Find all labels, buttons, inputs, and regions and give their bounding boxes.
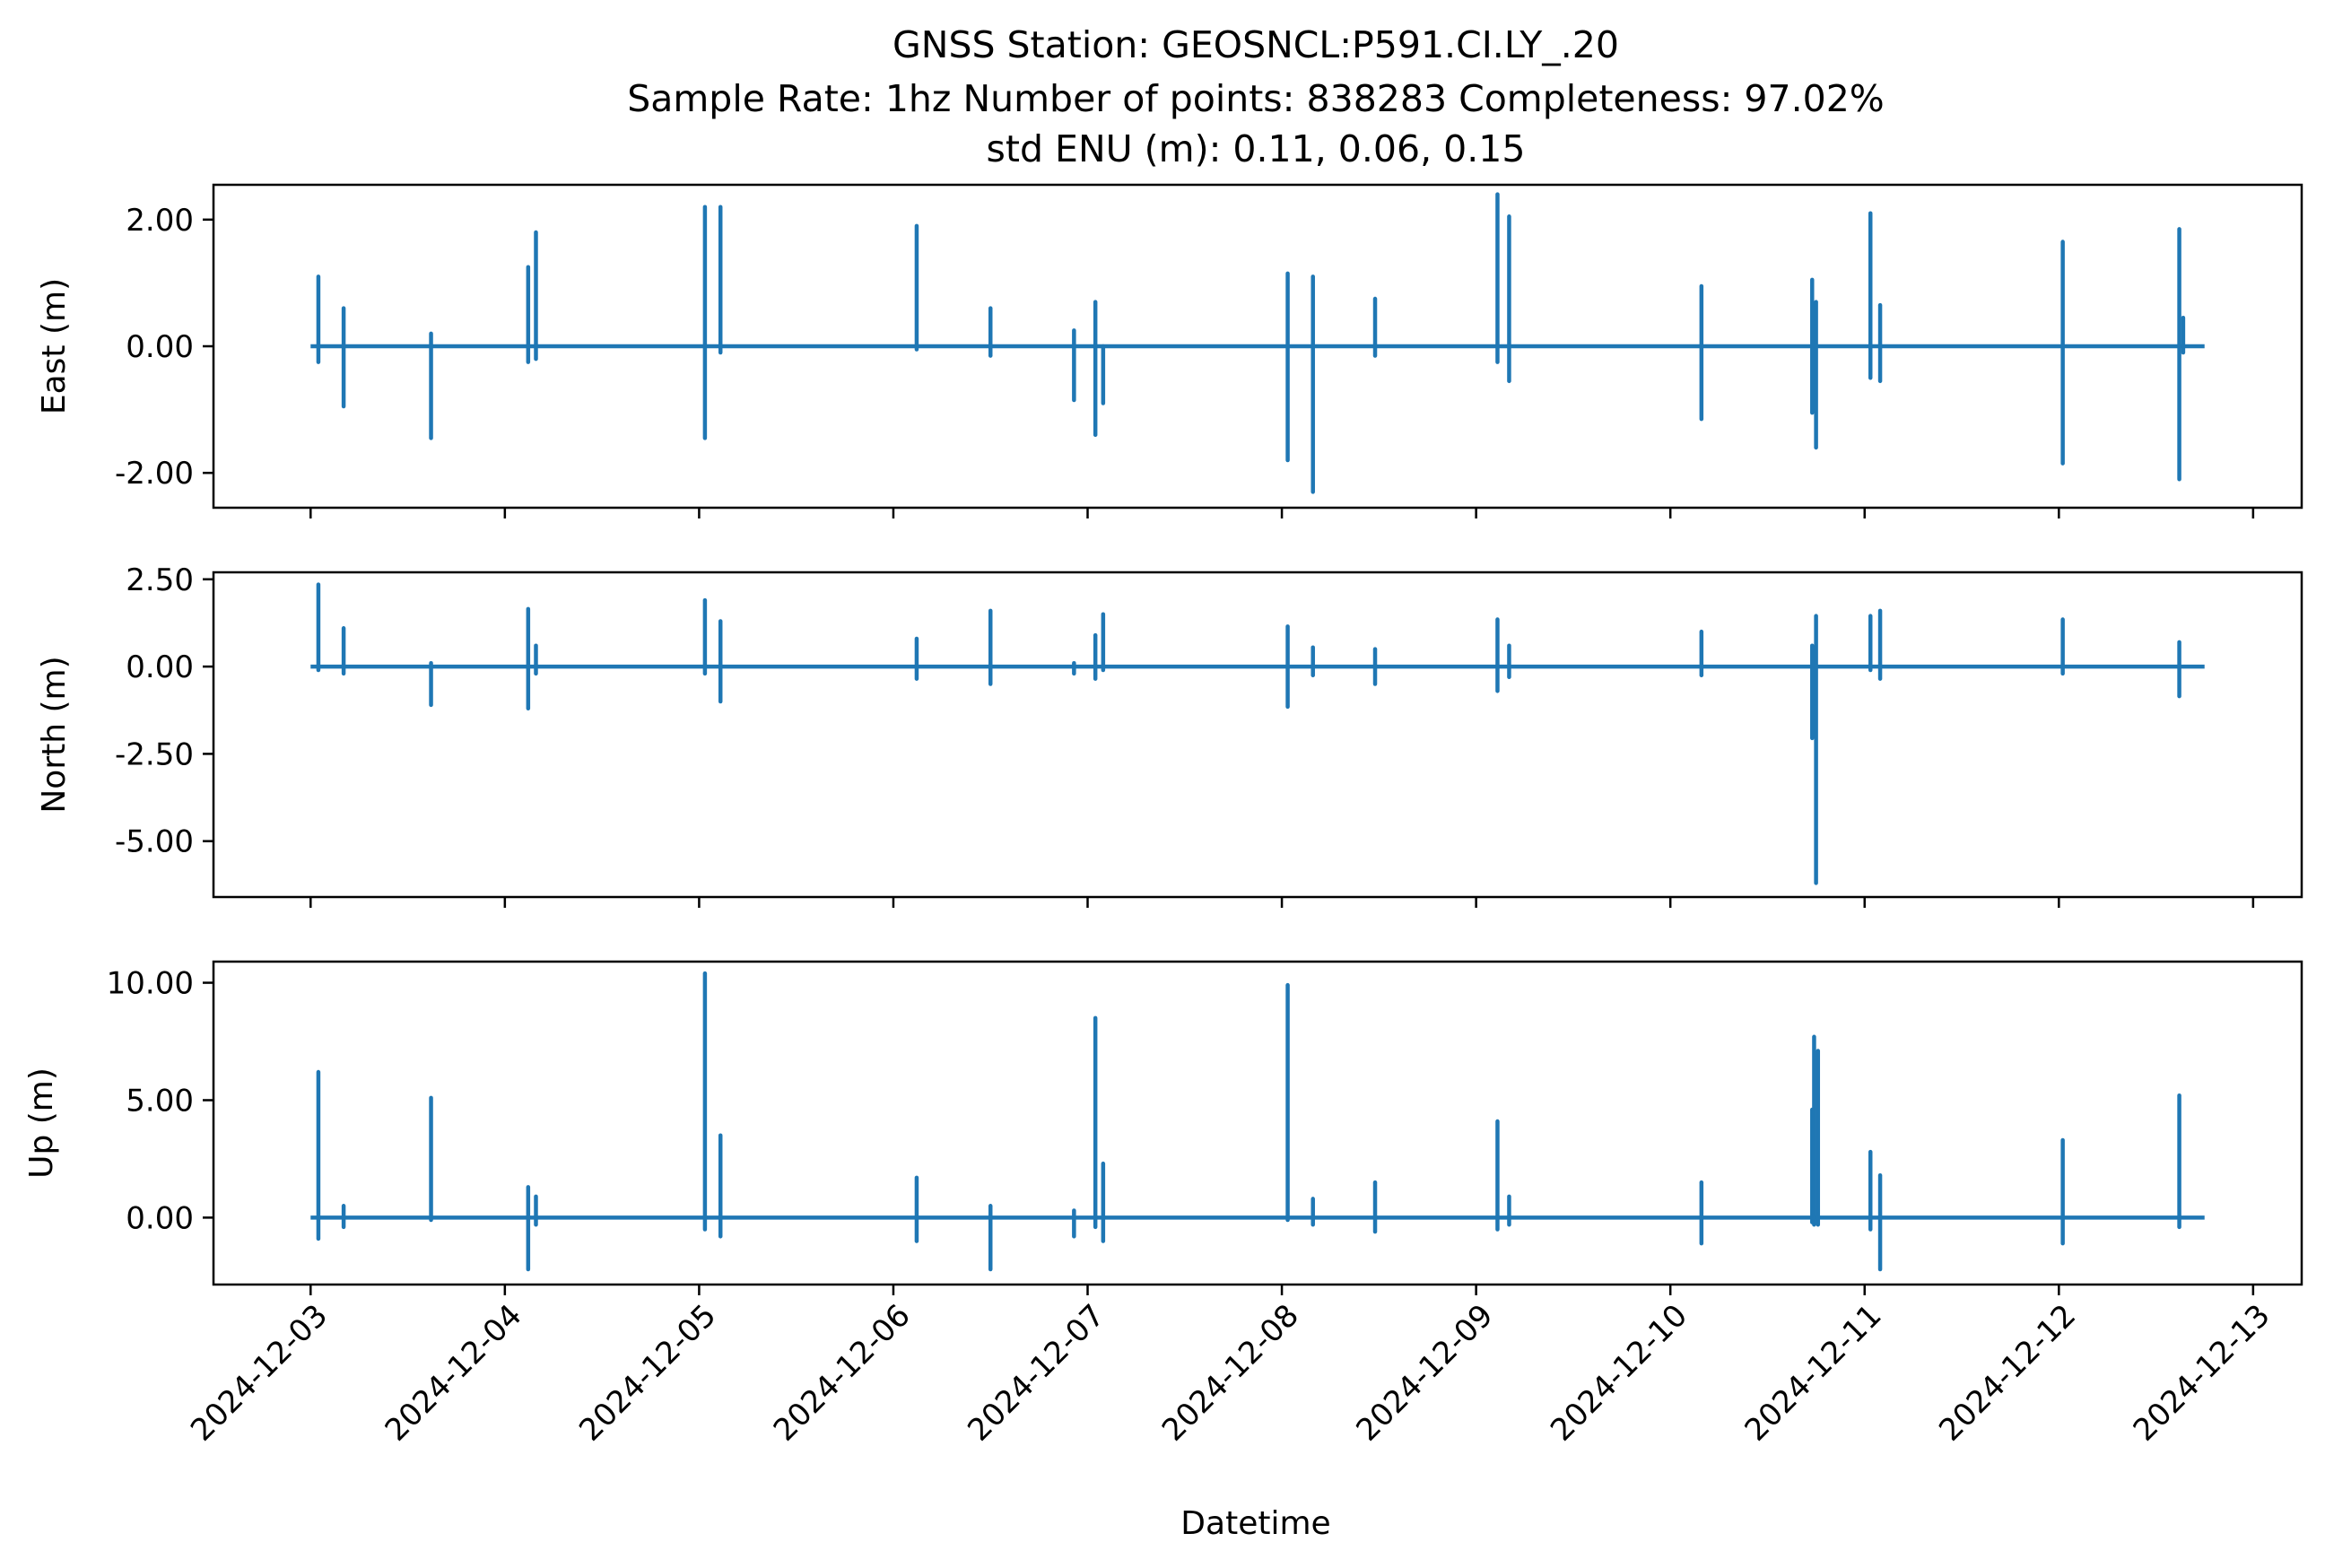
north-y-tick-label: 2.50 — [126, 562, 194, 598]
up-x-ticks — [309, 1285, 2255, 1295]
title-line-1: GNSS Station: GEOSNCL:P591.CI.LY_.20 — [893, 23, 1619, 66]
up-y-tick-label: 0.00 — [126, 1200, 194, 1236]
up-y-tick-label: 10.00 — [107, 966, 194, 1002]
up-y-ticks: 10.00 5.00 0.00 — [107, 966, 213, 1236]
north-axes-frame — [212, 571, 2303, 899]
north-y-tick-label: 0.00 — [126, 649, 194, 685]
east-y-tick-label: 0.00 — [126, 329, 194, 365]
east-series — [310, 192, 2205, 494]
east-y-tick-label: -2.00 — [115, 456, 194, 492]
east-y-ticks: 2.00 0.00 -2.00 — [115, 203, 213, 492]
east-y-axis-label: East (m) — [36, 278, 73, 414]
title-line-2: Sample Rate: 1hz Number of points: 83828… — [627, 77, 1885, 120]
north-x-ticks — [309, 897, 2255, 908]
north-panel: 2.50 0.00 -2.50 -5.00 North (m) — [36, 562, 2303, 908]
east-x-ticks — [309, 508, 2255, 518]
up-panel: 10.00 5.00 0.00 Up (m) — [23, 960, 2303, 1295]
north-y-axis-label: North (m) — [36, 656, 73, 813]
up-series — [310, 971, 2205, 1272]
north-y-ticks: 2.50 0.00 -2.50 -5.00 — [115, 562, 213, 860]
north-series — [310, 582, 2205, 885]
up-axes-frame — [212, 960, 2303, 1286]
x-axis-label: Datetime — [1180, 1505, 1330, 1542]
up-y-tick-label: 5.00 — [126, 1083, 194, 1119]
north-y-tick-label: -2.50 — [115, 736, 194, 772]
up-y-axis-label: Up (m) — [23, 1067, 60, 1179]
title-line-3: std ENU (m): 0.11, 0.06, 0.15 — [987, 127, 1526, 170]
north-y-tick-label: -5.00 — [115, 824, 194, 860]
east-panel: 2.00 0.00 -2.00 East (m) — [36, 183, 2303, 518]
east-y-tick-label: 2.00 — [126, 203, 194, 239]
chart-title: GNSS Station: GEOSNCL:P591.CI.LY_.20 Sam… — [627, 23, 1885, 170]
